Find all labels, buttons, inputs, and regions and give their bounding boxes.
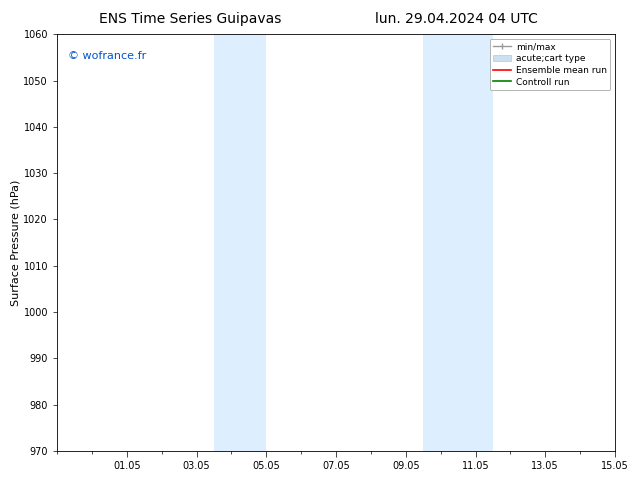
Text: lun. 29.04.2024 04 UTC: lun. 29.04.2024 04 UTC bbox=[375, 12, 538, 26]
Legend: min/max, acute;cart type, Ensemble mean run, Controll run: min/max, acute;cart type, Ensemble mean … bbox=[489, 39, 611, 90]
Bar bbox=[424, 34, 493, 451]
Text: ENS Time Series Guipavas: ENS Time Series Guipavas bbox=[99, 12, 281, 26]
Text: © wofrance.fr: © wofrance.fr bbox=[68, 51, 146, 61]
Bar bbox=[214, 34, 266, 451]
Y-axis label: Surface Pressure (hPa): Surface Pressure (hPa) bbox=[11, 179, 21, 306]
